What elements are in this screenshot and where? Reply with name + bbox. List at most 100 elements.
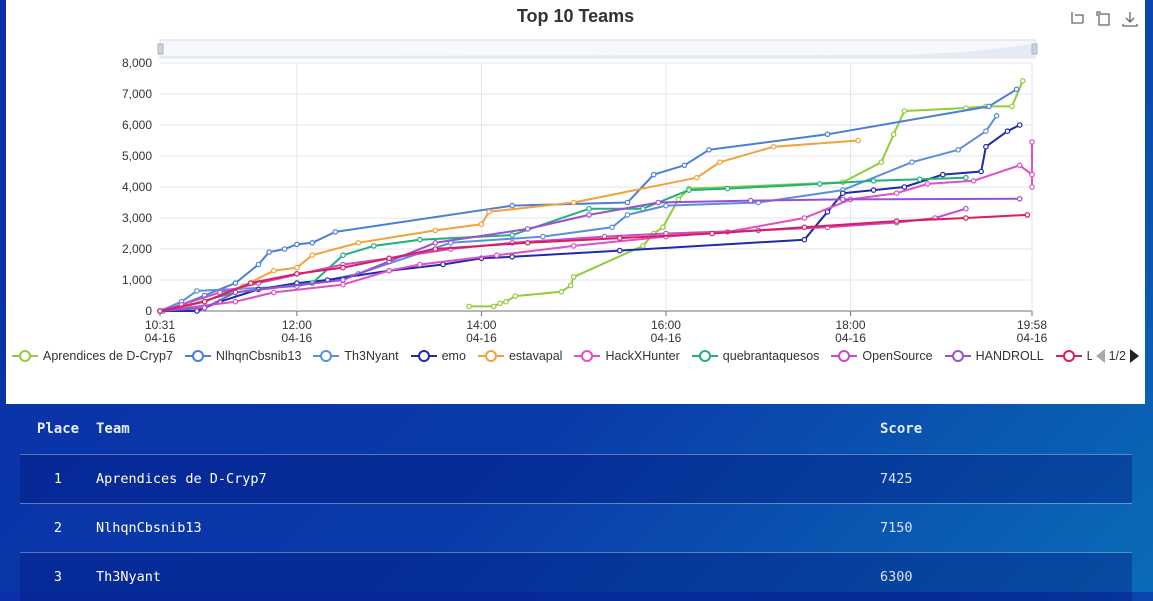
data-point[interactable] bbox=[540, 233, 546, 240]
table-row[interactable]: 3 Th3Nyant 6300 bbox=[20, 552, 1132, 601]
data-point[interactable] bbox=[355, 240, 362, 246]
data-point[interactable] bbox=[309, 240, 316, 246]
data-point[interactable] bbox=[616, 235, 623, 241]
data-point[interactable] bbox=[440, 261, 446, 268]
data-point[interactable] bbox=[503, 298, 509, 305]
data-point[interactable] bbox=[660, 224, 666, 231]
data-point[interactable] bbox=[770, 143, 777, 150]
data-point[interactable] bbox=[294, 270, 300, 277]
data-point[interactable] bbox=[963, 174, 969, 181]
legend-item[interactable]: L bbox=[1055, 349, 1094, 363]
data-point[interactable] bbox=[893, 190, 900, 197]
data-point[interactable] bbox=[824, 131, 831, 138]
data-point[interactable] bbox=[816, 181, 823, 187]
data-point[interactable] bbox=[640, 205, 646, 212]
data-point[interactable] bbox=[417, 261, 423, 268]
data-point[interactable] bbox=[693, 174, 700, 181]
data-point[interactable] bbox=[232, 280, 239, 286]
data-point[interactable] bbox=[509, 202, 516, 209]
data-point[interactable] bbox=[890, 131, 897, 138]
data-point[interactable] bbox=[558, 288, 565, 295]
data-point[interactable] bbox=[340, 252, 346, 259]
data-point[interactable] bbox=[270, 289, 277, 296]
legend-item[interactable]: Th3Nyant bbox=[313, 349, 399, 363]
data-point[interactable] bbox=[586, 212, 592, 218]
save-image-icon[interactable] bbox=[1121, 10, 1139, 28]
data-point[interactable] bbox=[247, 280, 254, 286]
data-point[interactable] bbox=[978, 168, 985, 175]
data-point[interactable] bbox=[1013, 86, 1020, 93]
data-point[interactable] bbox=[839, 196, 846, 203]
data-point[interactable] bbox=[681, 162, 688, 169]
legend-item[interactable]: NlhqnCbsnib13 bbox=[184, 349, 301, 363]
data-point[interactable] bbox=[855, 137, 862, 144]
data-point[interactable] bbox=[294, 241, 300, 248]
data-point[interactable] bbox=[386, 255, 392, 262]
data-point[interactable] bbox=[878, 159, 885, 166]
data-point[interactable] bbox=[432, 246, 439, 252]
series-l[interactable] bbox=[157, 212, 1031, 314]
data-point[interactable] bbox=[870, 187, 877, 193]
data-point[interactable] bbox=[801, 224, 808, 231]
data-point[interactable] bbox=[370, 243, 377, 249]
data-point[interactable] bbox=[493, 252, 500, 259]
data-point[interactable] bbox=[266, 249, 273, 255]
legend-next-button[interactable] bbox=[1130, 349, 1139, 363]
data-point[interactable] bbox=[901, 184, 908, 190]
header-team[interactable]: Team bbox=[96, 421, 130, 437]
data-point[interactable] bbox=[1004, 128, 1011, 135]
legend-item[interactable]: Aprendices de D-Cryp7 bbox=[12, 349, 173, 363]
data-point[interactable] bbox=[466, 303, 472, 310]
data-point[interactable] bbox=[586, 205, 592, 212]
data-point[interactable] bbox=[963, 215, 969, 221]
data-point[interactable] bbox=[955, 147, 962, 153]
data-point[interactable] bbox=[1029, 171, 1035, 178]
legend-item[interactable]: HackXHunter bbox=[574, 349, 680, 363]
data-point[interactable] bbox=[970, 178, 977, 184]
data-point[interactable] bbox=[640, 243, 646, 249]
data-point[interactable] bbox=[570, 274, 577, 280]
data-point[interactable] bbox=[893, 218, 900, 224]
data-point[interactable] bbox=[993, 112, 1000, 119]
legend-prev-button[interactable] bbox=[1095, 349, 1105, 363]
data-point[interactable] bbox=[747, 197, 754, 204]
data-point[interactable] bbox=[801, 236, 808, 243]
data-point[interactable] bbox=[201, 305, 208, 311]
data-point[interactable] bbox=[570, 199, 577, 206]
legend-item[interactable]: OpenSource bbox=[831, 349, 933, 363]
data-point[interactable] bbox=[609, 224, 615, 231]
header-score[interactable]: Score bbox=[880, 421, 923, 437]
data-point[interactable] bbox=[909, 159, 915, 166]
series-opensource[interactable] bbox=[157, 205, 969, 314]
zoom-reset-icon[interactable] bbox=[1095, 10, 1113, 28]
data-point[interactable] bbox=[1016, 162, 1023, 169]
data-point[interactable] bbox=[709, 230, 715, 237]
data-point[interactable] bbox=[1024, 212, 1031, 218]
data-point[interactable] bbox=[663, 202, 669, 209]
data-point[interactable] bbox=[309, 252, 316, 259]
datazoom-handle-left[interactable] bbox=[157, 43, 164, 55]
data-point[interactable] bbox=[497, 300, 503, 307]
data-point[interactable] bbox=[432, 240, 439, 246]
datazoom-slider[interactable] bbox=[157, 39, 1038, 59]
team-link[interactable]: Aprendices de D-Cryp7 bbox=[96, 471, 267, 487]
data-point[interactable] bbox=[486, 209, 492, 215]
legend-item[interactable]: quebrantaquesos bbox=[691, 349, 819, 363]
data-point[interactable] bbox=[901, 108, 908, 114]
data-point[interactable] bbox=[509, 232, 516, 238]
data-point[interactable] bbox=[939, 171, 946, 178]
legend-item[interactable]: estavapal bbox=[477, 349, 562, 363]
header-place[interactable]: Place bbox=[36, 421, 80, 437]
data-point[interactable] bbox=[432, 227, 439, 234]
series-aprendices-de-d-cryp7[interactable] bbox=[466, 78, 1026, 310]
data-point[interactable] bbox=[686, 187, 692, 193]
data-point[interactable] bbox=[509, 253, 516, 260]
table-row[interactable]: 1 Aprendices de D-Cryp7 7425 bbox=[20, 454, 1132, 503]
data-point[interactable] bbox=[570, 243, 577, 249]
data-point[interactable] bbox=[706, 147, 712, 153]
data-point[interactable] bbox=[490, 303, 497, 310]
series-handroll[interactable] bbox=[157, 196, 1023, 314]
data-point[interactable] bbox=[232, 298, 239, 305]
data-point[interactable] bbox=[294, 264, 300, 271]
data-point[interactable] bbox=[332, 229, 339, 235]
